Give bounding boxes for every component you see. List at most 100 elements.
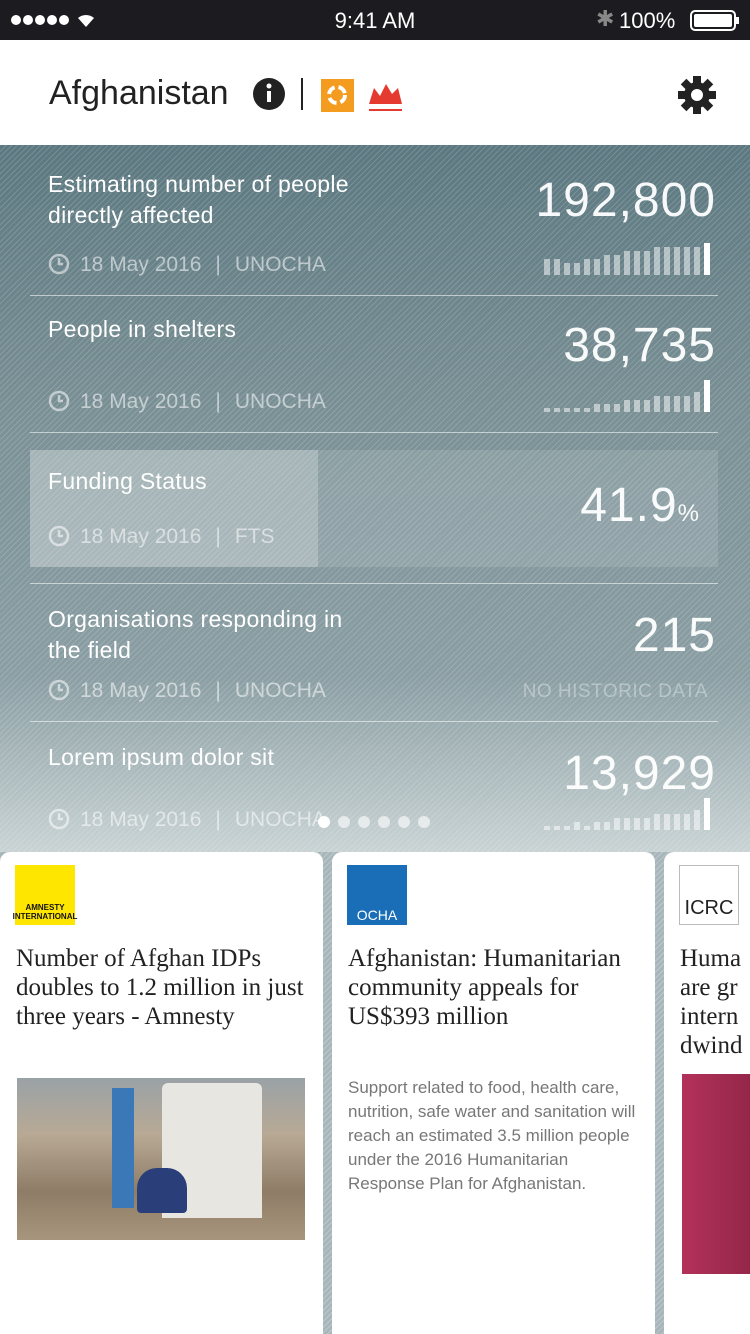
trend-bar — [694, 247, 700, 275]
trend-bar — [684, 247, 690, 275]
settings-button[interactable] — [677, 75, 717, 115]
trend-bar — [694, 392, 700, 412]
headline: Afghanistan: Humanitarian community appe… — [348, 945, 621, 1030]
sparkline — [544, 380, 710, 412]
trend-bar — [594, 404, 600, 412]
trend-bar — [674, 396, 680, 412]
page-dot[interactable] — [398, 816, 410, 828]
meta-line: 18 May 2016 | FTS — [48, 525, 275, 549]
trend-bar — [544, 408, 550, 412]
source: FTS — [234, 525, 275, 548]
trend-bar — [624, 400, 630, 412]
trend-bar — [634, 400, 640, 412]
time: 9:41 AM — [334, 8, 416, 33]
clock-icon — [48, 525, 70, 547]
trend-bar — [704, 798, 710, 830]
source: UNOCHA — [234, 679, 326, 702]
trend-bar — [614, 255, 620, 275]
separator: | — [215, 253, 221, 276]
trend-bar — [674, 247, 680, 275]
separator: | — [215, 390, 221, 413]
trend-bar — [614, 404, 620, 412]
trend-bar — [584, 259, 590, 275]
photo-door — [112, 1088, 134, 1208]
separator: | — [215, 525, 221, 548]
header-icons — [253, 78, 402, 112]
battery-percent: 100% — [619, 8, 676, 33]
trend-bar — [654, 396, 660, 412]
stat-value: 13,929 — [563, 747, 716, 800]
page-dot[interactable] — [358, 816, 370, 828]
trend-bar — [594, 259, 600, 275]
trend-bar — [554, 826, 560, 830]
trend-bar — [684, 396, 690, 412]
signal-wifi — [11, 14, 94, 27]
divider — [30, 432, 718, 433]
trend-bar — [634, 818, 640, 830]
trend-bar — [664, 396, 670, 412]
trend-bar — [644, 251, 650, 275]
summary: Support related to food, health care, nu… — [348, 1078, 636, 1193]
meta-line: 18 May 2016 | UNOCHA — [48, 808, 326, 832]
stat-row[interactable]: Lorem ipsum dolor sit 13,929 18 May 2016 | U… — [30, 728, 718, 850]
source-logo: AMNESTY INTERNATIONAL — [12, 865, 78, 925]
battery-icon — [690, 10, 739, 31]
page-dot[interactable] — [418, 816, 430, 828]
date: 18 May 2016 — [80, 525, 202, 548]
stat-row[interactable]: People in shelters 38,735 18 May 2016 | UNOC… — [30, 300, 718, 432]
funding-row[interactable]: Funding Status 18 May 2016 | FTS 41.9% — [30, 450, 718, 567]
funding-bar — [30, 450, 319, 567]
page-dot[interactable] — [318, 816, 330, 828]
trend-bar — [704, 243, 710, 275]
stat-label: Organisations responding in the field — [48, 606, 343, 663]
news-card[interactable]: AMNESTY INTERNATIONAL Number of Afghan ID… — [0, 852, 323, 1334]
news-card[interactable]: ICRC Huma are gr intern dwind — [664, 852, 750, 1334]
stat-row[interactable]: Estimating number of people directly aff… — [30, 155, 718, 295]
trend-bar — [604, 404, 610, 412]
page-dot[interactable] — [378, 816, 390, 828]
meta-line: 18 May 2016 | UNOCHA — [48, 253, 326, 277]
trend-bar — [544, 259, 550, 275]
divider — [30, 583, 718, 584]
separator: | — [215, 679, 221, 702]
funding-value-wrap: 41.9% — [580, 478, 700, 533]
trend-bar — [634, 251, 640, 275]
trend-bar — [694, 810, 700, 830]
trend-bar — [554, 259, 560, 275]
source-name: OCHA — [356, 907, 398, 923]
trend-bar — [574, 263, 580, 275]
source-name: AMNESTY INTERNATIONAL — [12, 903, 78, 921]
news-card[interactable]: OCHA Afghanistan: Humanitarian community … — [332, 852, 655, 1334]
trend-bar — [614, 818, 620, 830]
divider — [30, 295, 718, 296]
funding-value: 41.9 — [580, 479, 678, 532]
headline: Number of Afghan IDPs doubles to 1.2 mil… — [16, 945, 304, 1030]
date: 18 May 2016 — [80, 390, 202, 413]
photo-person — [137, 1168, 187, 1213]
clock-icon — [48, 390, 70, 412]
source: UNOCHA — [234, 390, 326, 413]
stat-value: 38,735 — [563, 319, 716, 372]
trend-bar — [544, 826, 550, 830]
stat-row[interactable]: Organisations responding in the field 215… — [30, 590, 718, 721]
separator: | — [215, 808, 221, 831]
page-indicator — [318, 816, 430, 828]
stat-label: Estimating number of people directly aff… — [48, 171, 349, 228]
trend-bar — [564, 826, 570, 830]
trend-bar — [574, 822, 580, 830]
meta-line: 18 May 2016 | UNOCHA — [48, 390, 326, 414]
stat-value: 192,800 — [535, 174, 716, 227]
trend-bar — [554, 408, 560, 412]
trend-bar — [674, 814, 680, 830]
date: 18 May 2016 — [80, 679, 202, 702]
stat-label: People in shelters — [48, 316, 237, 342]
page-dot[interactable] — [338, 816, 350, 828]
trend-bar — [664, 247, 670, 275]
trend-bar — [564, 408, 570, 412]
sparkline — [544, 798, 710, 830]
trend-bar — [654, 247, 660, 275]
trend-bar — [654, 814, 660, 830]
date: 18 May 2016 — [80, 253, 202, 276]
